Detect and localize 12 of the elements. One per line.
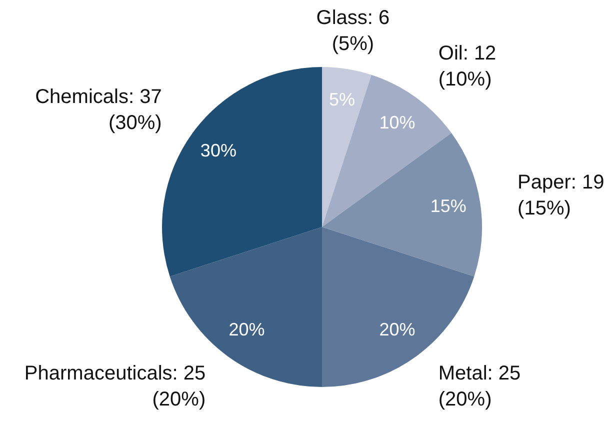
data-label: 5% xyxy=(329,90,356,110)
slice-label: Glass: 6 (5%) xyxy=(316,6,390,55)
data-label: 20% xyxy=(228,320,265,340)
slice-label: Paper: 19 (15%) xyxy=(518,172,604,220)
slice-label: Metal: 25 (20%) xyxy=(438,362,521,411)
slice-label: Chemicals: 37 (30%) xyxy=(35,86,162,134)
data-label: 30% xyxy=(200,140,236,161)
data-label: 10% xyxy=(379,112,416,132)
slice-label: Pharmaceuticals: 25 (20%) xyxy=(24,362,206,411)
data-label: 20% xyxy=(379,320,416,340)
data-label: 15% xyxy=(430,196,466,216)
slice-label: Oil: 12 (10%) xyxy=(438,42,496,90)
